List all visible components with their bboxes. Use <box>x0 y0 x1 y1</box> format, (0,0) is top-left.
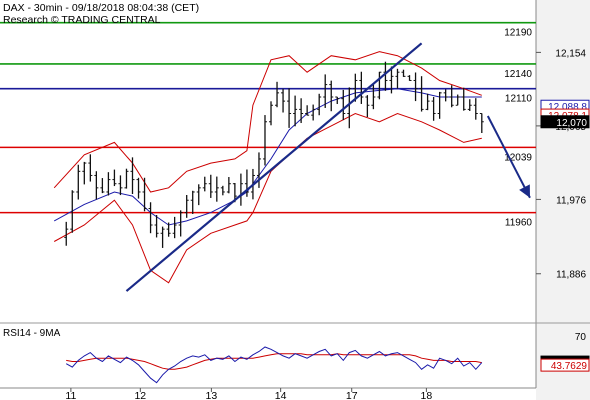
x-tick-label: 17 <box>346 390 358 400</box>
rsi-tag-label: 43.7629 <box>551 361 588 372</box>
x-tick-label: 12 <box>134 390 146 400</box>
rsi-line <box>65 346 483 384</box>
level-label-11960: 11960 <box>505 218 533 229</box>
bollinger-upper-line <box>53 51 482 193</box>
x-tick-label: 18 <box>421 390 433 400</box>
price-tag-price <box>540 115 590 129</box>
price-tag-label: 12,070 <box>556 118 587 129</box>
x-tick-label: 14 <box>275 390 287 400</box>
level-label-12110: 12110 <box>505 94 533 105</box>
forecast-arrow-line <box>486 115 531 199</box>
oscillator-title: RSI14 - 9MA <box>3 328 61 339</box>
x-tick-label: 13 <box>206 390 218 400</box>
research-credit: Research © TRADING CENTRAL <box>3 14 161 26</box>
rsi-tag-ma <box>540 358 590 372</box>
y-tick-label: 12,154 <box>555 48 586 59</box>
rsi-tick-label: 70 <box>575 332 587 343</box>
moving-average-line <box>53 88 482 226</box>
chart-title: DAX - 30min - 09/18/2018 08:04:38 (CET) <box>3 2 199 14</box>
y-axis-background <box>536 0 590 400</box>
bollinger-lower-line <box>53 112 482 284</box>
rsi-ma-line <box>66 353 482 370</box>
trendline <box>125 42 423 292</box>
x-tick-label: 11 <box>65 390 76 400</box>
forecast-arrowhead <box>519 184 530 198</box>
level-label-12039: 12039 <box>504 152 532 163</box>
level-label-12190: 12190 <box>504 28 532 39</box>
y-tick-label: 11,886 <box>556 270 586 281</box>
price-tag-label: 12,088.8 <box>548 102 587 113</box>
y-tick-label: 11,976 <box>556 195 586 206</box>
level-label-12140: 12140 <box>504 69 532 80</box>
